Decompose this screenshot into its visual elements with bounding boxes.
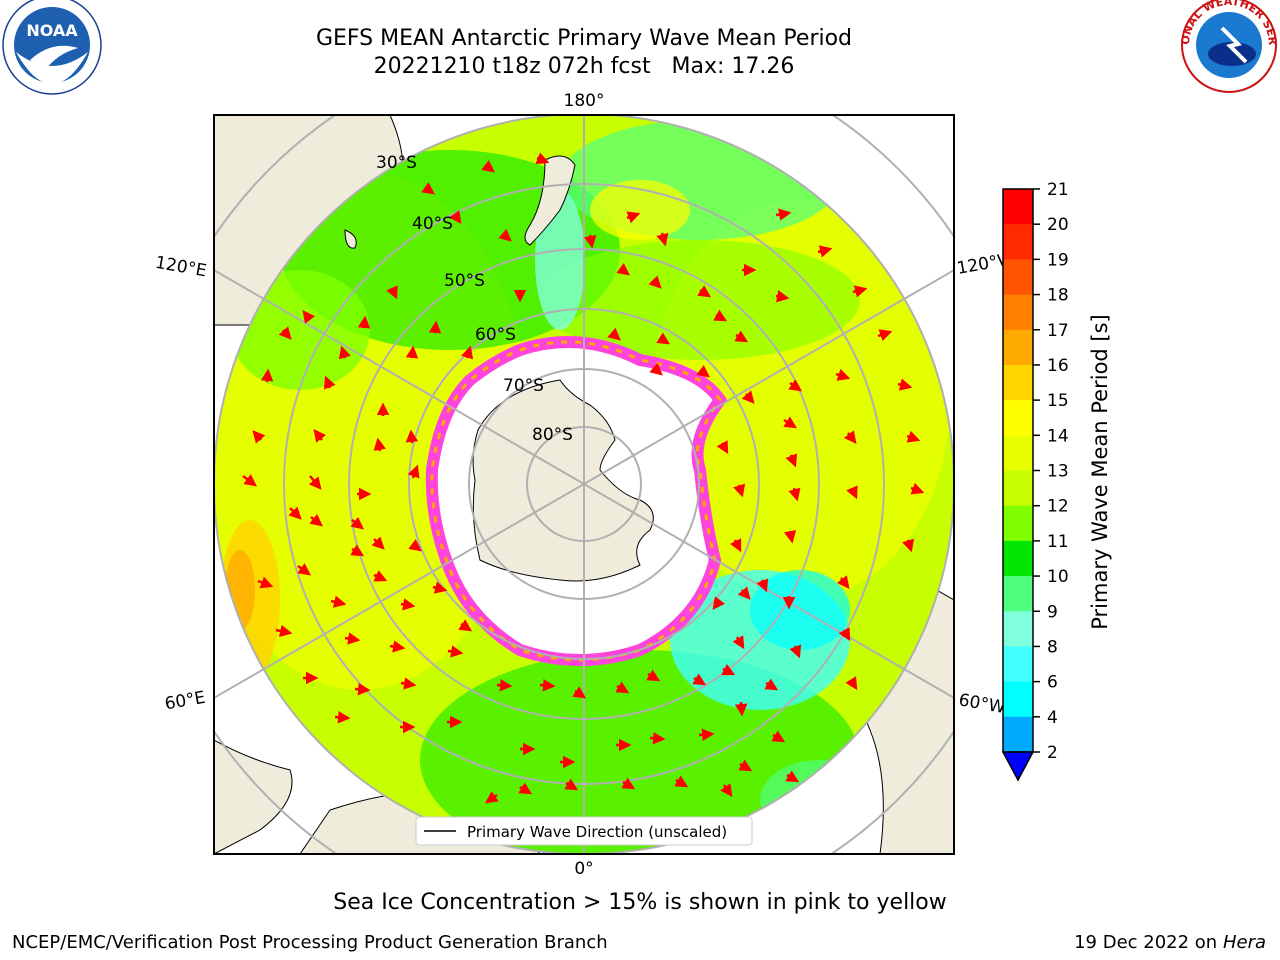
colorbar-tick-label: 14	[1047, 426, 1069, 446]
lat-label-60: 60°S	[475, 325, 516, 345]
colorbar-tick-label: 18	[1047, 286, 1069, 306]
nws-logo: NATIONAL WEATHER SERVICE	[0, 0, 1279, 93]
wave-direction-arrows	[242, 152, 925, 804]
colorbar-label: Primary Wave Mean Period [s]	[1088, 314, 1112, 630]
map-legend: Primary Wave Direction (unscaled)	[415, 816, 753, 846]
colorbar-ticks: 21 20 19 18 17 16 15 14 13 12 11 10 9 8 6 4 2	[1033, 180, 1069, 763]
colorbar-tick-label: 9	[1047, 602, 1058, 622]
map-frame	[213, 114, 955, 855]
colorbar-segment	[1003, 435, 1033, 471]
footer-machine: Hera	[1222, 932, 1266, 953]
lat-label-80: 80°S	[532, 425, 573, 445]
colorbar-segment	[1003, 681, 1033, 718]
sea-ice-note: Sea Ice Concentration > 15% is shown in …	[333, 890, 947, 915]
lon-label-60e: 60°E	[163, 688, 207, 715]
latitude-labels: 30°S 40°S 50°S 60°S 70°S 80°S	[376, 153, 573, 445]
colorbar-segments	[1003, 189, 1033, 753]
colorbar-tick-label: 6	[1047, 673, 1058, 693]
colorbar-segment	[1003, 540, 1033, 577]
colorbar-tick-label: 15	[1047, 391, 1069, 411]
longitude-gridlines	[214, 115, 954, 854]
lon-label-60w: 60°W	[957, 690, 1007, 718]
colorbar-segment	[1003, 646, 1033, 683]
lon-label-0: 0°	[574, 859, 593, 879]
lat-label-50: 50°S	[444, 271, 485, 291]
colorbar-tick-label: 17	[1047, 321, 1069, 341]
legend-label: Primary Wave Direction (unscaled)	[467, 823, 727, 841]
colorbar: 21 20 19 18 17 16 15 14 13 12 11 10 9 8 6 4 2 Primary Wa…	[1001, 180, 1112, 782]
colorbar-segment	[1003, 716, 1033, 753]
colorbar-tick-label: 2	[1047, 743, 1058, 763]
colorbar-segment	[1003, 189, 1033, 225]
colorbar-segment	[1003, 400, 1033, 436]
map-plot-area: Primary Wave Direction (unscaled)	[214, 115, 954, 854]
lon-label-120e: 120°E	[154, 253, 208, 282]
chart-subtitle-forecast: 20221210 t18z 072h fcst Max: 17.26	[373, 54, 795, 79]
colorbar-tick-label: 11	[1047, 532, 1069, 552]
footer-date-text: 19 Dec 2022 on	[1074, 932, 1218, 953]
colorbar-segment	[1003, 576, 1033, 612]
colorbar-tick-label: 8	[1047, 637, 1058, 657]
colorbar-tick-label: 21	[1047, 180, 1069, 200]
colorbar-tick-label: 10	[1047, 567, 1069, 587]
nws-logo-text: NATIONAL WEATHER SERVICE	[0, 0, 1279, 46]
colorbar-segment	[1003, 329, 1033, 366]
colorbar-tick-label: 19	[1047, 250, 1069, 270]
new-zealand	[524, 155, 576, 246]
noaa-logo-text: NOAA	[26, 21, 78, 40]
footer-date: 19 Dec 2022 on Hera	[1074, 932, 1266, 953]
lat-label-70: 70°S	[503, 376, 544, 396]
colorbar-segment	[1003, 224, 1033, 260]
colorbar-segment	[1003, 470, 1033, 507]
colorbar-tick-label: 4	[1047, 708, 1058, 728]
chart-title: GEFS MEAN Antarctic Primary Wave Mean Pe…	[315, 26, 853, 51]
colorbar-segment	[1003, 611, 1033, 647]
lat-label-40: 40°S	[412, 214, 453, 234]
colorbar-segment	[1003, 364, 1033, 401]
colorbar-tick-label: 12	[1047, 497, 1069, 517]
colorbar-tick-label: 13	[1047, 462, 1069, 482]
colorbar-segment	[1003, 294, 1033, 331]
colorbar-segment	[1003, 259, 1033, 296]
lat-label-30: 30°S	[376, 153, 417, 173]
colorbar-segment	[1003, 505, 1033, 542]
lon-label-180: 180°	[564, 91, 605, 111]
colorbar-tick-label: 16	[1047, 356, 1069, 376]
colorbar-tick-label: 20	[1047, 215, 1069, 235]
footer-credit: NCEP/EMC/Verification Post Processing Pr…	[12, 932, 608, 953]
colorbar-extend-arrow	[1001, 751, 1035, 782]
noaa-logo: NOAA	[2, 0, 102, 95]
antarctica-land	[472, 379, 654, 582]
